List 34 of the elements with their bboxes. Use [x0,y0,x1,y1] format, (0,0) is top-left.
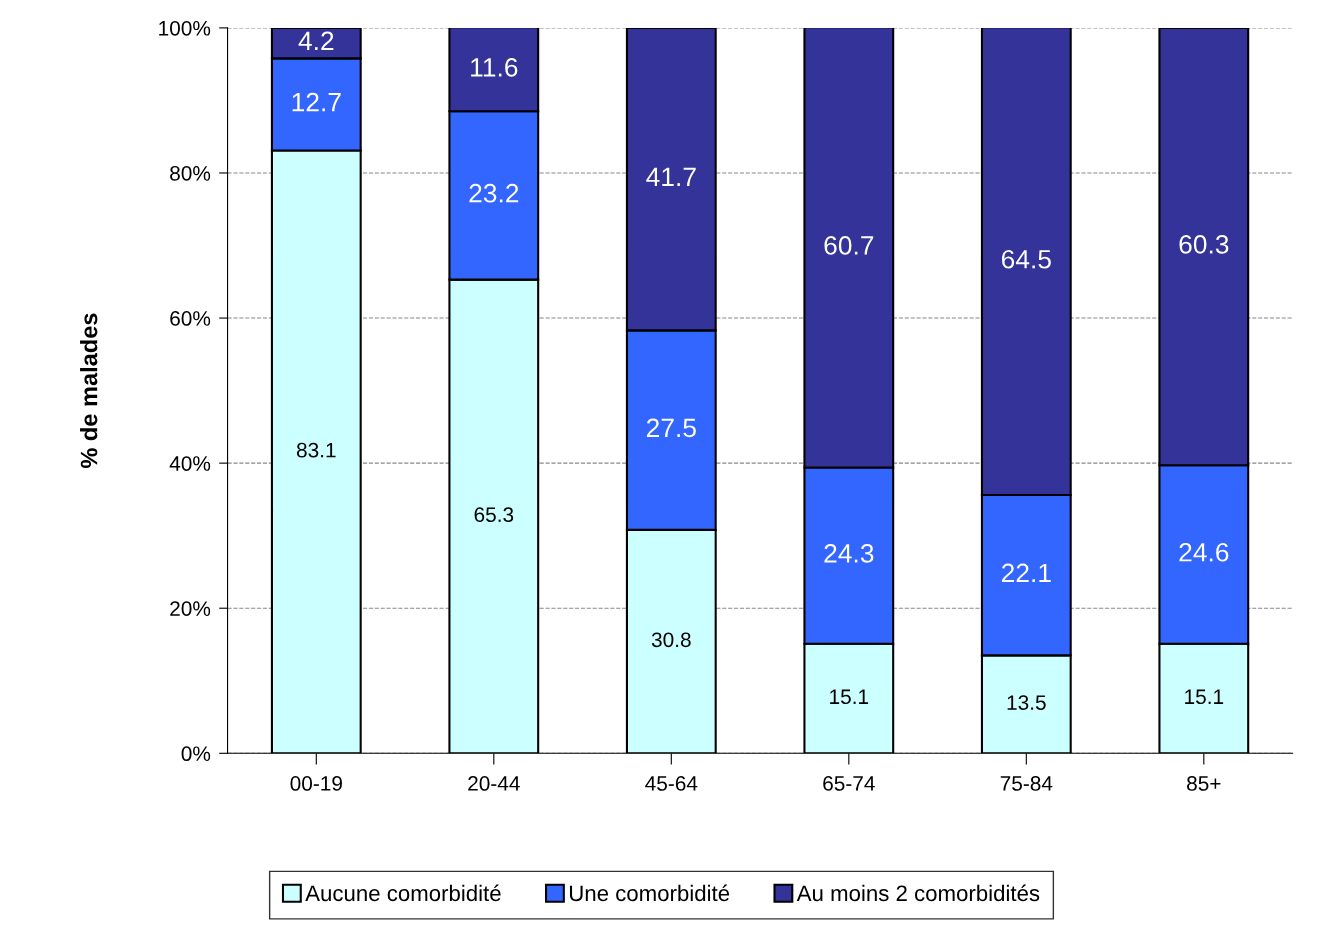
data-label: 13.5 [1007,695,1046,710]
data-label: 15.1 [1185,689,1224,705]
y-tick-label: 20% [170,601,211,616]
data-label: 64.5 [1001,249,1051,269]
data-label: 12.7 [292,92,341,112]
data-label: 65.3 [474,507,514,523]
x-tick-label: 75-84 [1000,776,1053,791]
y-tick-label: 100% [159,20,211,36]
data-label: 27.5 [646,418,696,438]
x-tick-label: 00-19 [290,776,342,791]
y-tick-label: 40% [169,456,211,471]
data-label: 30.8 [651,632,691,648]
data-label: 23.2 [469,183,519,203]
y-tick-label: 60% [170,311,211,326]
data-label: 83.1 [296,442,336,458]
data-label: 24.6 [1179,542,1229,562]
data-label: 22.1 [1001,563,1051,583]
data-label: 15.1 [830,689,869,705]
data-label: 60.3 [1179,235,1229,254]
y-tick-label: 0% [181,746,211,762]
data-label: 60.7 [824,236,874,255]
x-tick-label: 20-44 [468,776,520,791]
x-tick-label: 65-74 [823,776,875,791]
data-label: 24.3 [824,544,874,563]
y-tick-label: 80% [170,165,211,181]
x-tick-label: 45-64 [645,776,698,791]
y-axis-title: % de malades [80,313,98,469]
legend-label: Au moins 2 comorbidités [796,884,1040,902]
data-label: 11.6 [471,58,518,77]
legend-label: Une comorbidité [569,884,730,902]
x-tick-label: 85+ [1187,776,1221,791]
data-label: 41.7 [646,167,696,186]
data-label: 4.2 [298,31,334,50]
legend-label: Aucune comorbidité [305,884,501,902]
